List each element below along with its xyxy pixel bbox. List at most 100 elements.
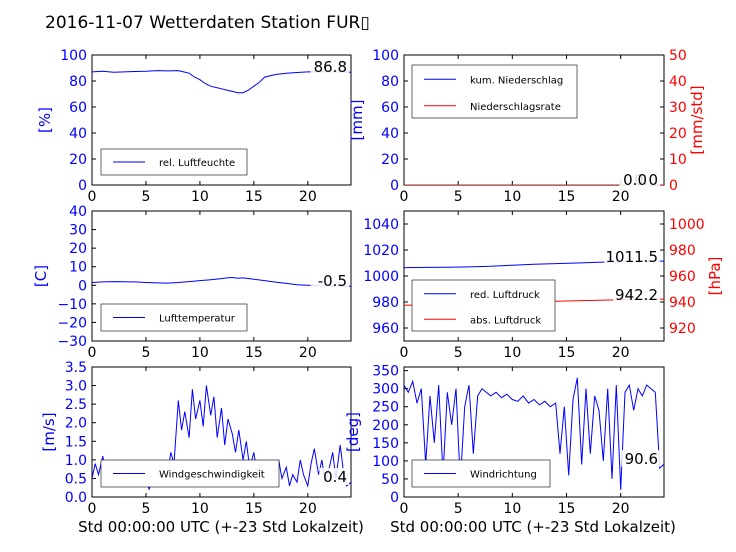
y-tick-label: 20: [69, 241, 87, 257]
y-tick-label: 40: [381, 126, 399, 142]
x-tick-label: 10: [503, 501, 521, 517]
series-line-temperature-0: [92, 276, 351, 287]
subplot-temperature: 0 5 10 15 20 −30 −20 −10 0 10 20 30 40 [C] Lufttempera…: [32, 204, 352, 361]
y2-tick-label: 960: [669, 269, 696, 285]
x-tick-label: 15: [245, 345, 263, 361]
y-tick-label: 0.5: [65, 471, 87, 487]
y-tick-label: 1040: [363, 217, 399, 233]
x-tick-label: 10: [191, 345, 209, 361]
legend-box: [411, 64, 578, 119]
y-tick-label: 100: [372, 454, 399, 470]
y-tick-label: 250: [372, 400, 399, 416]
x-tick-label: 20: [299, 189, 317, 205]
y-tick-label: 3.0: [65, 379, 87, 395]
y-tick-label: 0: [390, 178, 399, 194]
y2-tick-label: 920: [669, 321, 696, 337]
y2-tick-label: 30: [669, 100, 687, 116]
value-label-bg: [604, 248, 660, 265]
y-tick-label: 0.0: [65, 490, 87, 506]
value-label-bg: [619, 171, 649, 188]
subplot-pressure: 0 5 10 15 20 960 980 1000 1020 1040 920 940 960 980 10…: [363, 210, 724, 361]
subplot-winddir: 0 5 10 15 20050100150200250300350[deg]Windri…: [344, 364, 665, 517]
y-tick-label: 40: [69, 204, 87, 220]
y2-tick-label: 40: [669, 74, 687, 90]
last-value-label: 0.0: [623, 171, 647, 189]
y-tick-label: 3.5: [65, 360, 87, 376]
series-line-humidity-0: [92, 70, 351, 94]
y-tick-label: 0: [390, 490, 399, 506]
x-tick-label: 5: [454, 345, 463, 361]
y-tick-label: 100: [60, 48, 87, 64]
y-axis-label: [deg]: [344, 412, 362, 452]
y-tick-label: 20: [381, 152, 399, 168]
y-tick-label: 300: [372, 382, 399, 398]
subplot-precip: 0 5 10 15 20 0 20 40 60 80 100 0 10 20 30 40 50 [mm] [mm/s…: [348, 48, 706, 205]
legend-label: rel. Luftfeuchte: [159, 158, 235, 169]
x-tick-label: 0: [88, 345, 97, 361]
legend-label: Lufttemperatur: [159, 314, 236, 325]
x-tick-label: 10: [191, 501, 209, 517]
y-axis-label: [C]: [32, 265, 50, 287]
y-tick-label: 350: [372, 364, 399, 380]
y2-tick-label: 0: [669, 178, 678, 194]
last-value-label: 1011.5: [606, 248, 659, 266]
y-tick-label: −20: [57, 315, 87, 331]
x-tick-label: 0: [400, 501, 409, 517]
legend-label: kum. Niederschlag: [470, 75, 563, 86]
y-tick-label: 1.5: [65, 434, 87, 450]
legend-label: Windgeschwindigkeit: [159, 470, 265, 481]
y-axis-label: [mm]: [348, 100, 366, 141]
y-tick-label: 1020: [363, 243, 399, 259]
value-label-bg: [310, 272, 349, 289]
legend-box: [411, 279, 556, 332]
x-tick-label: 0: [400, 345, 409, 361]
x-tick-label: 15: [245, 501, 263, 517]
y-tick-label: 200: [372, 418, 399, 434]
y2-tick-label: 10: [669, 152, 687, 168]
value-label-bg: [310, 58, 349, 75]
y-tick-label: 960: [372, 321, 399, 337]
legend-label: Niederschlagsrate: [470, 102, 561, 113]
value-label-bg: [319, 468, 349, 485]
y2-tick-label: 1000: [669, 217, 705, 233]
y-tick-label: 80: [381, 74, 399, 90]
last-value-label: 86.8: [314, 58, 347, 76]
value-label-bg: [621, 450, 660, 467]
x-tick-label: 0: [88, 189, 97, 205]
value-label-bg: [613, 286, 660, 303]
x-tick-label: 15: [558, 189, 576, 205]
subplot-windspeed: 0 5 10 15 20 0.0 0.5 1.0 1.5 2.0 2.5 3.0 3.5 [m/s] Win…: [40, 360, 352, 517]
y-tick-label: 0: [78, 278, 87, 294]
x-tick-label: 20: [612, 345, 630, 361]
y2-axis-label: [mm/std]: [688, 85, 706, 154]
x-tick-label: 5: [141, 189, 150, 205]
x-axis-label-right: Std 00:00:00 UTC (+-23 Std Lokalzeit): [390, 518, 676, 536]
x-tick-label: 5: [454, 501, 463, 517]
y2-tick-label: 50: [669, 48, 687, 64]
x-tick-label: 5: [454, 189, 463, 205]
x-tick-label: 15: [558, 345, 576, 361]
y-tick-label: 30: [69, 223, 87, 239]
series-line-winddir-0: [404, 377, 664, 490]
y-tick-label: 80: [69, 74, 87, 90]
y2-axis-label: [hPa]: [706, 257, 724, 296]
x-tick-label: 20: [612, 501, 630, 517]
y2-tick-label: 20: [669, 126, 687, 142]
subplot-humidity: 0 5 10 15 20 0 20 40 60 80 100 [%] rel. Luftfeuchte 8…: [36, 48, 352, 205]
x-tick-label: 15: [245, 189, 263, 205]
x-tick-label: 20: [299, 501, 317, 517]
last-value-label: 0.4: [323, 468, 347, 486]
last-value-label: 942.2: [615, 286, 658, 304]
y-tick-label: 60: [69, 100, 87, 116]
legend-label: abs. Luftdruck: [470, 315, 541, 326]
x-tick-label: 5: [141, 501, 150, 517]
y-tick-label: −10: [57, 297, 87, 313]
y-tick-label: 20: [69, 152, 87, 168]
y-tick-label: 50: [381, 472, 399, 488]
y2-tick-label: 980: [669, 243, 696, 259]
last-value-label: -0.5: [318, 272, 347, 290]
y-tick-label: 1000: [363, 269, 399, 285]
y-tick-label: −30: [57, 334, 87, 350]
